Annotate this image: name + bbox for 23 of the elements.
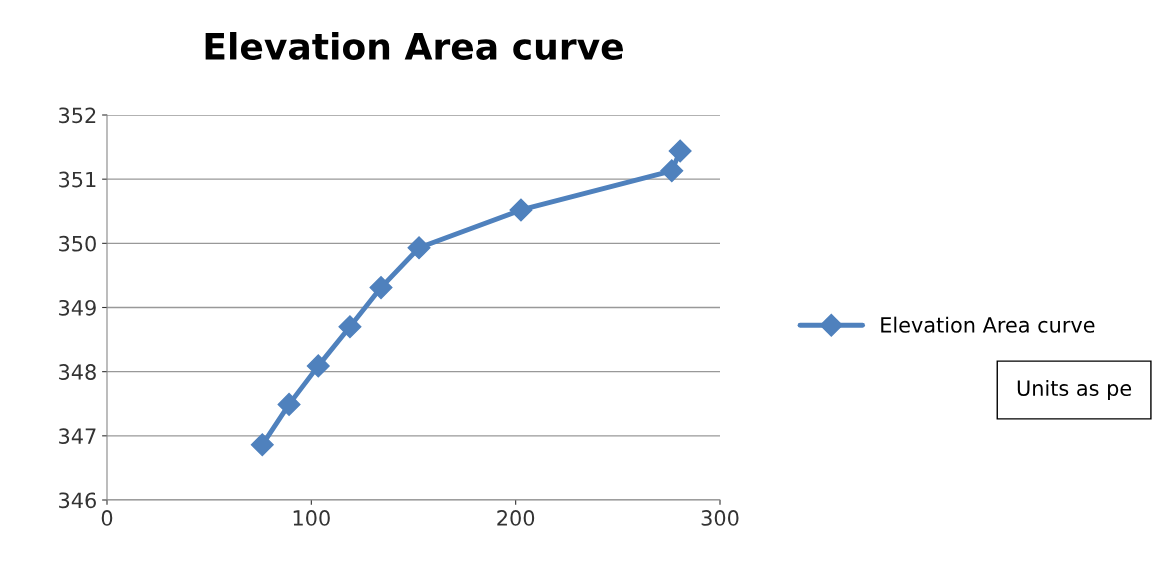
chart-title: Elevation Area curve	[205, 32, 623, 60]
y-tick-label: 349	[59, 299, 96, 316]
x-tick-label: 0	[101, 510, 113, 526]
point	[306, 354, 330, 378]
x-tick-label: 100	[293, 510, 330, 526]
legend-label: Elevation Area curve	[881, 316, 1095, 333]
point	[407, 236, 431, 260]
point	[250, 433, 274, 457]
point	[277, 392, 301, 416]
y-tick-label: 348	[59, 364, 96, 380]
point	[660, 159, 684, 183]
text: Units as pe	[1017, 379, 1132, 401]
point	[338, 315, 362, 339]
point	[369, 276, 393, 300]
x-tick-label: 300	[701, 510, 739, 526]
point	[668, 139, 692, 163]
y-tick-label: 350	[59, 235, 96, 252]
y-tick-label: 346	[59, 492, 96, 509]
x-tick-label: 200	[497, 510, 535, 526]
y-tick-label: 347	[59, 428, 96, 445]
y-tick-label: 352	[59, 107, 96, 124]
y-tick-label: 351	[59, 171, 96, 188]
point	[509, 198, 533, 222]
